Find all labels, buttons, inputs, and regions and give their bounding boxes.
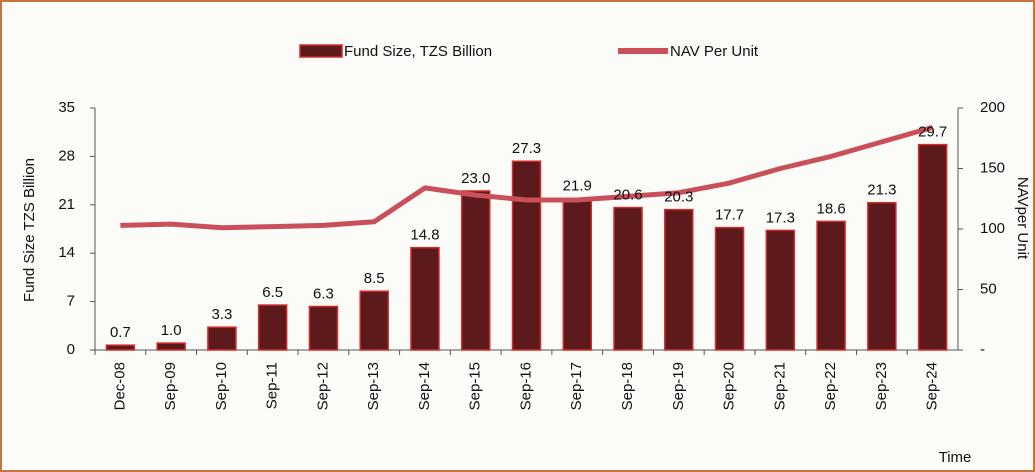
x-tick-label: Sep-16 [517,362,534,410]
x-axis-title: Time [939,449,972,466]
y-tick-label: 7 [67,293,75,310]
x-tick-label: Sep-21 [771,362,788,410]
x-tick-label: Sep-17 [568,362,585,410]
value-label: 3.3 [211,306,232,323]
value-label: 6.3 [313,285,334,302]
x-tick-label: Dec-08 [111,362,128,410]
bar [257,304,288,351]
y-tick-label: 28 [58,147,75,164]
x-tick-label: Sep-10 [213,362,230,410]
bar [359,290,389,351]
y2-tick-label: 150 [980,159,1005,176]
value-label: 1.0 [161,322,182,339]
y-tick-label: 0 [67,341,75,358]
bar [867,201,897,351]
bar [156,342,186,351]
value-label: 20.3 [664,189,693,206]
y2-tick-label: 100 [980,220,1005,237]
x-tick-label: Sep-22 [822,362,839,410]
x-tick-label: Sep-23 [873,362,890,410]
value-label: 8.5 [364,270,385,287]
legend-label: Fund Size, TZS Billion [344,43,492,60]
value-label: 6.5 [262,284,283,301]
bar [105,344,136,351]
x-tick-label: Sep-20 [721,362,738,410]
y2-tick-label: 200 [980,99,1005,116]
value-label: 29.7 [918,124,947,141]
bar [664,208,694,351]
y-axis-title: Fund Size TZS Billion [21,158,38,302]
y-tick-label: 21 [58,196,75,213]
y2-tick-label: 50 [980,280,997,297]
value-label: 20.6 [613,187,642,204]
value-label: 17.7 [715,207,744,224]
value-label: 21.3 [867,182,896,199]
y2-tick-label: - [980,341,985,358]
bar [410,246,440,351]
y-tick-label: 14 [58,244,75,261]
value-label: 27.3 [512,140,541,157]
y2-axis-title: NAVper Unit [1014,177,1031,260]
value-label: 18.6 [816,200,845,217]
bar [308,305,339,351]
x-tick-label: Sep-12 [314,362,331,410]
bar [562,197,593,351]
x-tick-label: Sep-09 [162,362,179,410]
legend-swatch [299,44,343,58]
value-label: 21.9 [563,178,592,195]
value-label: 17.3 [766,209,795,226]
bar [765,229,796,351]
bar [816,220,846,351]
bar [460,190,491,351]
x-tick-label: Sep-24 [924,362,941,410]
x-tick-label: Sep-19 [670,362,687,410]
x-tick-label: Sep-14 [416,362,433,410]
bar [714,226,745,351]
bar [511,160,542,351]
value-label: 0.7 [110,324,131,341]
value-label: 14.8 [410,227,439,244]
bar [207,326,237,351]
x-tick-label: Sep-18 [619,362,636,410]
bar [917,143,948,351]
legend-label: NAV Per Unit [670,43,759,60]
value-label: 23.0 [461,170,490,187]
x-tick-label: Sep-11 [264,362,281,409]
x-tick-label: Sep-13 [365,362,382,410]
x-tick-label: Sep-15 [467,362,484,410]
nav-line [120,124,934,231]
bar [613,206,643,351]
y-tick-label: 35 [58,99,75,116]
